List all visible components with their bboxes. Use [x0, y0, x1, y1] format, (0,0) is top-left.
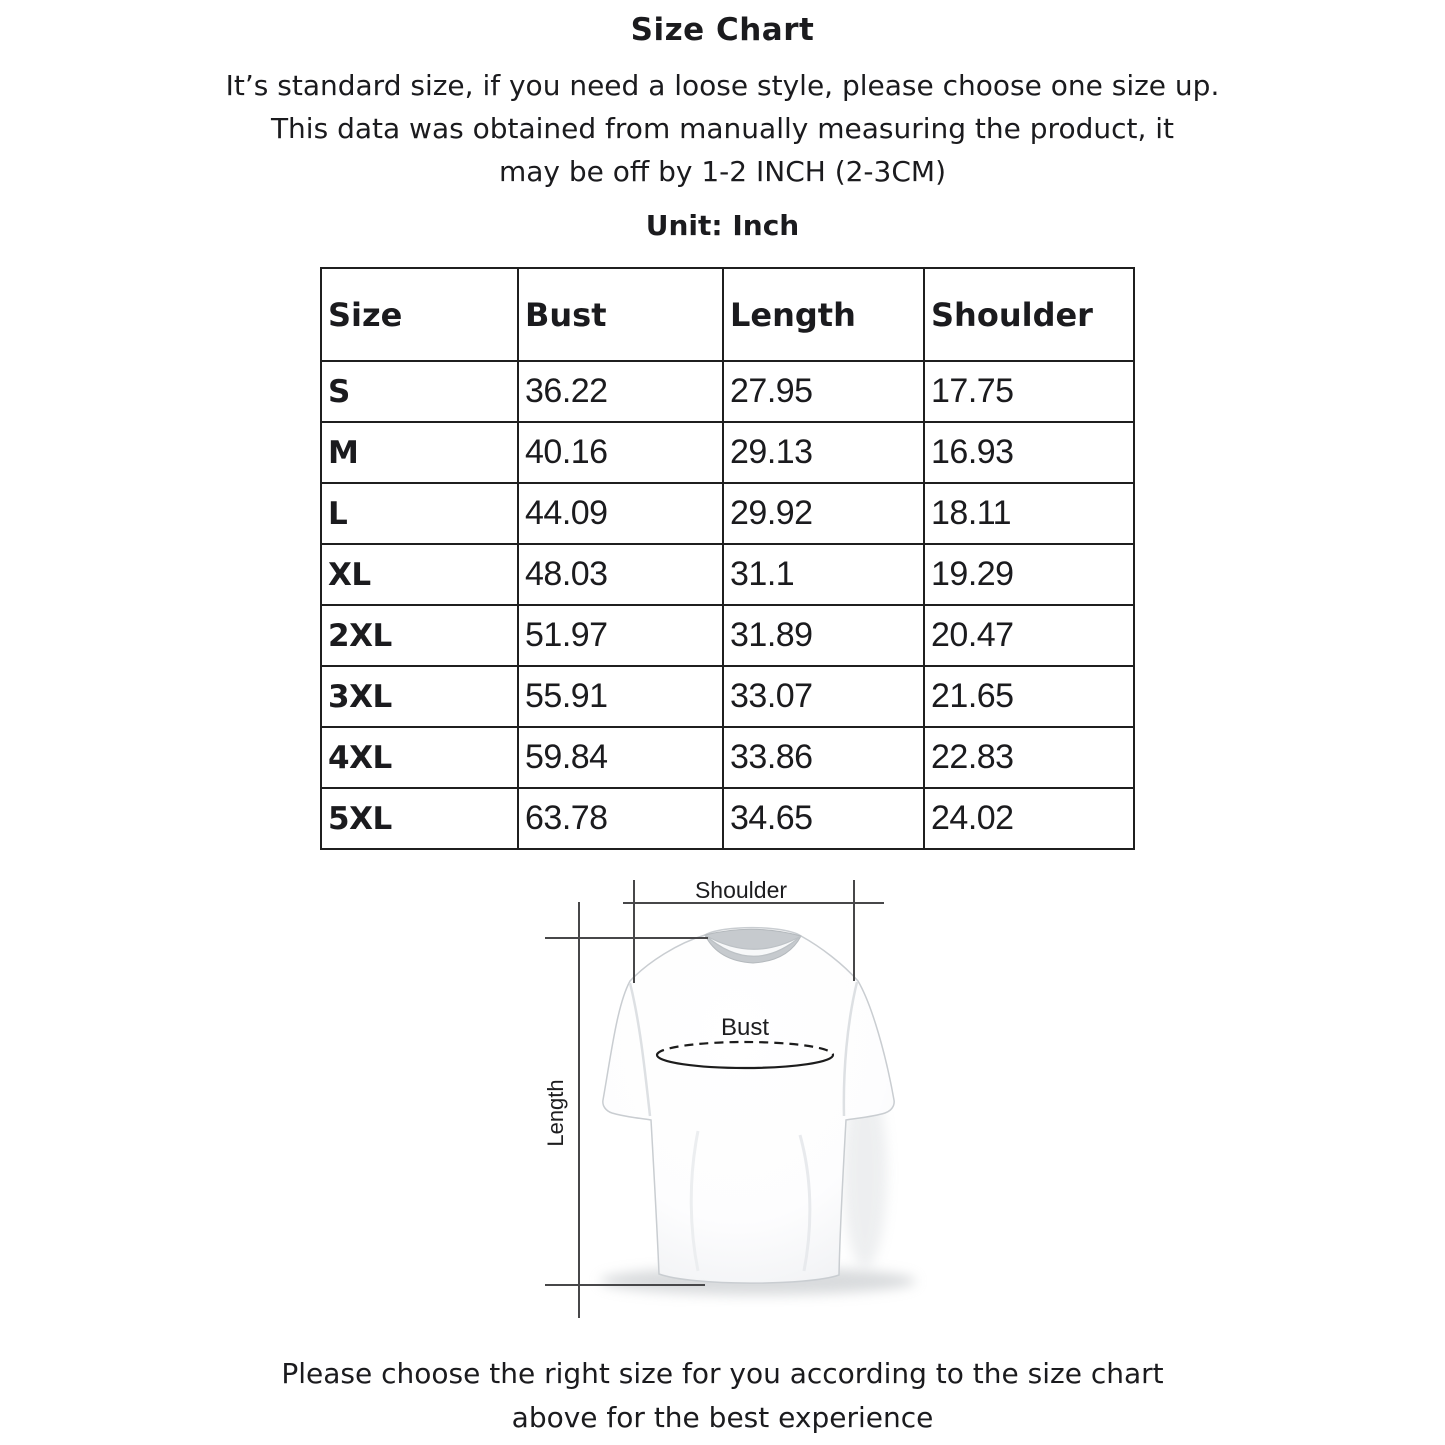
shoulder-cell: 20.47 — [923, 604, 1135, 667]
bust-label: Bust — [721, 1014, 769, 1041]
table-row: 5XL 63.78 34.65 24.02 — [320, 787, 1135, 850]
shoulder-label: Shoulder — [695, 877, 787, 903]
length-label: Length — [543, 1079, 568, 1146]
column-header-length: Length — [722, 267, 925, 362]
table-row: M 40.16 29.13 16.93 — [320, 421, 1135, 484]
size-cell: 3XL — [320, 665, 519, 728]
length-cell: 31.89 — [722, 604, 925, 667]
shoulder-cell: 24.02 — [923, 787, 1135, 850]
length-cell: 27.95 — [722, 360, 925, 423]
length-cell: 33.86 — [722, 726, 925, 789]
size-table: Size Bust Length Shoulder S 36.22 27.95 … — [320, 267, 1135, 850]
tshirt-measurement-diagram: Shoulder Bust Length — [543, 877, 916, 1318]
column-header-bust: Bust — [517, 267, 724, 362]
size-cell: L — [320, 482, 519, 545]
length-cell: 29.92 — [722, 482, 925, 545]
shoulder-cell: 18.11 — [923, 482, 1135, 545]
page-title: Size Chart — [630, 12, 815, 48]
table-row: L 44.09 29.92 18.11 — [320, 482, 1135, 545]
column-header-shoulder: Shoulder — [923, 267, 1135, 362]
length-cell: 33.07 — [722, 665, 925, 728]
size-cell: XL — [320, 543, 519, 606]
size-cell: 2XL — [320, 604, 519, 667]
column-header-size: Size — [320, 267, 519, 362]
table-row: S 36.22 27.95 17.75 — [320, 360, 1135, 423]
bust-cell: 36.22 — [517, 360, 724, 423]
size-cell: S — [320, 360, 519, 423]
description-line: This data was obtained from manually mea… — [270, 112, 1175, 145]
footer-note: Please choose the right size for you acc… — [0, 1352, 1445, 1440]
tshirt-illustration — [602, 926, 895, 1284]
footer-line: above for the best experience — [511, 1401, 934, 1434]
length-cell: 29.13 — [722, 421, 925, 484]
bust-ellipse — [655, 1040, 835, 1070]
table-row: 4XL 59.84 33.86 22.83 — [320, 726, 1135, 789]
shoulder-cell: 21.65 — [923, 665, 1135, 728]
size-cell: 5XL — [320, 787, 519, 850]
size-description: It’s standard size, if you need a loose … — [0, 64, 1445, 193]
size-cell: M — [320, 421, 519, 484]
description-line: It’s standard size, if you need a loose … — [225, 69, 1220, 102]
length-cell: 31.1 — [722, 543, 925, 606]
bust-cell: 55.91 — [517, 665, 724, 728]
shoulder-cell: 17.75 — [923, 360, 1135, 423]
table-row: 2XL 51.97 31.89 20.47 — [320, 604, 1135, 667]
bust-cell: 44.09 — [517, 482, 724, 545]
length-cell: 34.65 — [722, 787, 925, 850]
bust-cell: 63.78 — [517, 787, 724, 850]
measurement-lines — [545, 880, 884, 1318]
bust-cell: 40.16 — [517, 421, 724, 484]
bust-cell: 59.84 — [517, 726, 724, 789]
table-row: 3XL 55.91 33.07 21.65 — [320, 665, 1135, 728]
shoulder-cell: 22.83 — [923, 726, 1135, 789]
description-line: may be off by 1-2 INCH (2-3CM) — [498, 155, 946, 188]
bust-cell: 51.97 — [517, 604, 724, 667]
unit-label: Unit: Inch — [645, 209, 800, 242]
bust-cell: 48.03 — [517, 543, 724, 606]
size-cell: 4XL — [320, 726, 519, 789]
footer-line: Please choose the right size for you acc… — [281, 1357, 1164, 1390]
shoulder-cell: 19.29 — [923, 543, 1135, 606]
shoulder-cell: 16.93 — [923, 421, 1135, 484]
table-row: XL 48.03 31.1 19.29 — [320, 543, 1135, 606]
table-header-row: Size Bust Length Shoulder — [320, 267, 1135, 362]
